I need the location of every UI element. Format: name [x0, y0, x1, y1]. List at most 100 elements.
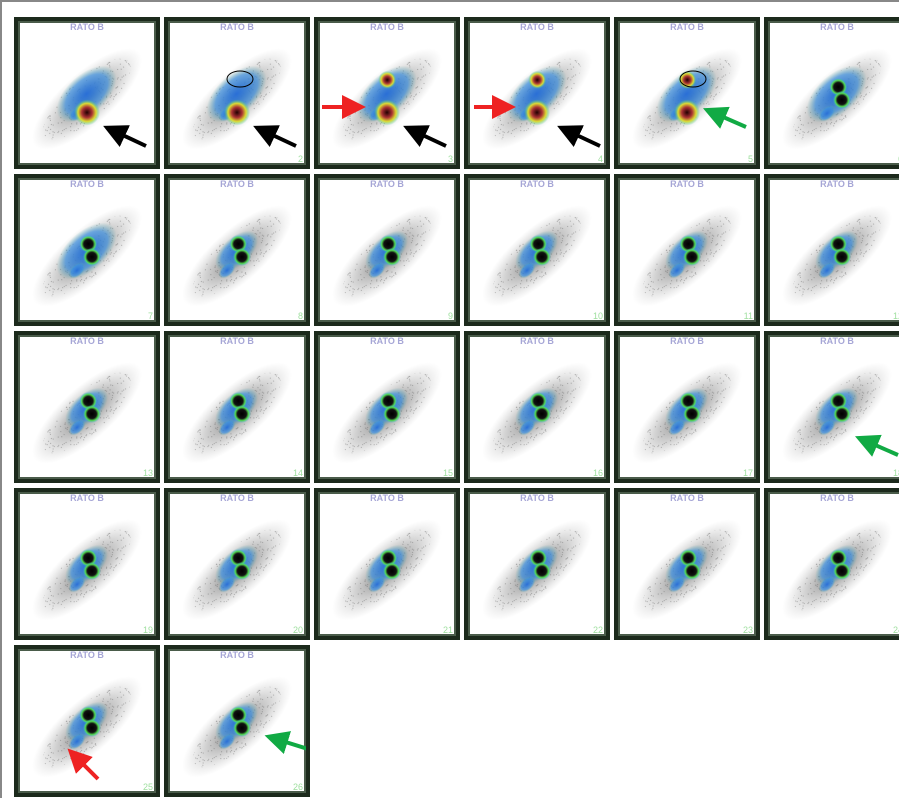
activity [468, 33, 606, 165]
tile-label: RATO B [468, 22, 606, 32]
arrow [114, 131, 146, 146]
scan-image [168, 492, 306, 636]
scan-image [318, 335, 456, 479]
tile-label: RATO B [168, 336, 306, 346]
scan-image [468, 335, 606, 479]
scan-image [168, 335, 306, 479]
arrow [866, 441, 898, 455]
scan-image [18, 649, 156, 793]
frame-number: 11 [744, 311, 753, 321]
activity [18, 347, 156, 479]
scan-tile: RATO B6 [764, 17, 899, 169]
frame-number: 24 [893, 625, 899, 635]
activity [168, 190, 306, 322]
activity [468, 190, 606, 322]
scan-image [318, 21, 456, 165]
frame-number: 19 [143, 625, 153, 635]
activity [168, 504, 306, 636]
tile-label: RATO B [168, 650, 306, 660]
activity [618, 190, 756, 322]
activity [468, 504, 606, 636]
scan-tile: RATO B 17 [614, 331, 760, 483]
frame-number: 17 [743, 468, 753, 478]
image-grid: RATO BRATO B2RATO B3RATO B4RATO B5RATO B… [0, 0, 899, 798]
scan-tile: RATO B 22 [464, 488, 610, 640]
scan-tile: RATO B14 [164, 331, 310, 483]
frame-number: 4 [598, 154, 603, 164]
tile-label: RATO B [318, 179, 456, 189]
scan-image [18, 335, 156, 479]
activity [318, 504, 456, 636]
tile-label: RATO B [618, 336, 756, 346]
scan-image [168, 649, 306, 793]
scan-image [618, 335, 756, 479]
scan-tile: RATO B 5 [614, 17, 760, 169]
frame-number: 13 [143, 468, 153, 478]
scan-image [18, 178, 156, 322]
scan-image [618, 492, 756, 636]
scan-image [468, 178, 606, 322]
scan-tile: RATO B 13 [14, 331, 160, 483]
tile-label: RATO B [18, 493, 156, 503]
scan-tile: RATO B 23 [614, 488, 760, 640]
scan-tile: RATO B 8 [164, 174, 310, 326]
arrow [714, 113, 746, 127]
scan-image [168, 21, 306, 165]
activity [318, 347, 456, 479]
activity [768, 190, 899, 322]
activity [18, 33, 156, 165]
scan-tile: RATO B 4 [464, 17, 610, 169]
frame-number: 15 [443, 468, 453, 478]
tile-label: RATO B [618, 179, 756, 189]
arrow [76, 757, 98, 779]
tile-label: RATO B [18, 336, 156, 346]
scan-tile: RATO B 7 [14, 174, 160, 326]
tile-label: RATO B [468, 493, 606, 503]
scan-image [318, 178, 456, 322]
activity [18, 190, 156, 322]
scan-image [768, 492, 899, 636]
frame-number: 25 [143, 782, 153, 792]
scan-tile: RATO B 19 [14, 488, 160, 640]
scan-tile: RATO B 15 [314, 331, 460, 483]
scan-tile: RATO B 11 [614, 174, 760, 326]
scan-tile: RATO B18 [764, 331, 899, 483]
tile-label: RATO B [618, 22, 756, 32]
scan-tile: RATO B 9 [314, 174, 460, 326]
frame-number: 16 [593, 468, 603, 478]
tile-label: RATO B [18, 179, 156, 189]
frame-number: 18 [893, 468, 899, 478]
frame-number: 20 [293, 625, 303, 635]
frame-number: 7 [148, 311, 153, 321]
scan-image [468, 21, 606, 165]
activity [18, 661, 156, 793]
activity [168, 347, 306, 479]
tile-label: RATO B [18, 22, 156, 32]
frame-number: 9 [448, 311, 453, 321]
frame-number: 5 [748, 154, 753, 164]
scan-image [618, 178, 756, 322]
frame-number: 3 [448, 154, 453, 164]
tile-label: RATO B [768, 493, 899, 503]
arrow [414, 131, 446, 146]
frame-number: 22 [593, 625, 603, 635]
frame-number: 23 [743, 625, 753, 635]
scan-image [768, 335, 899, 479]
scan-image [768, 178, 899, 322]
tile-label: RATO B [768, 179, 899, 189]
activity [618, 504, 756, 636]
scan-image [468, 492, 606, 636]
activity [768, 33, 899, 165]
tile-label: RATO B [168, 179, 306, 189]
scan-tile: RATO B 24 [764, 488, 899, 640]
arrow [568, 131, 600, 146]
activity [768, 504, 899, 636]
tile-label: RATO B [318, 336, 456, 346]
frame-number: 8 [298, 311, 303, 321]
tile-label: RATO B [618, 493, 756, 503]
tile-label: RATO B [318, 493, 456, 503]
